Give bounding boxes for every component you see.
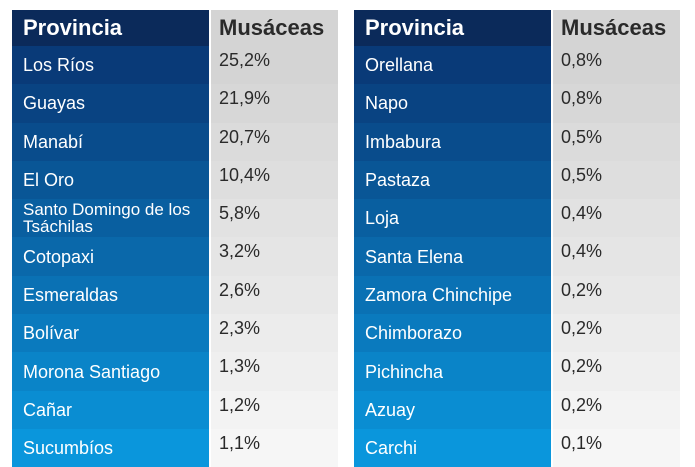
table-row: Guayas 21,9% <box>12 84 338 123</box>
cell-musaceas: 0,5% <box>552 122 680 161</box>
table-body: Orellana 0,8% Napo 0,8% Imbabura 0,5% Pastaza 0… <box>354 46 680 467</box>
cell-provincia: Guayas <box>12 84 211 123</box>
table-header-row: Provincia Musáceas <box>354 10 680 46</box>
table-left: Provincia Musáceas Los Ríos 25,2% Guayas 21… <box>12 10 338 467</box>
cell-musaceas: 2,6% <box>210 275 338 315</box>
table-row: Bolívar 2,3% <box>12 314 338 353</box>
cell-provincia: Santa Elena <box>354 237 553 276</box>
cell-musaceas: 0,2% <box>552 275 680 315</box>
cell-musaceas: 0,8% <box>552 46 680 85</box>
table-row: Santo Domingo de los Tsáchilas 5,8% <box>12 199 338 238</box>
table-row: Cañar 1,2% <box>12 390 338 429</box>
cell-musaceas: 10,4% <box>210 160 338 200</box>
cell-provincia: Bolívar <box>12 314 211 353</box>
table-row: Zamora Chinchipe 0,2% <box>354 275 680 315</box>
table-row: Napo 0,8% <box>354 84 680 123</box>
cell-provincia: Esmeraldas <box>12 275 211 315</box>
cell-musaceas: 1,3% <box>210 352 338 391</box>
cell-provincia: Pichincha <box>354 352 553 391</box>
table-body: Los Ríos 25,2% Guayas 21,9% Manabí 20,7% El Or… <box>12 46 338 467</box>
cell-musaceas: 1,2% <box>210 390 338 429</box>
cell-provincia: Orellana <box>354 46 553 85</box>
cell-musaceas: 1,1% <box>210 428 338 467</box>
cell-provincia: Carchi <box>354 428 553 467</box>
table-row: Loja 0,4% <box>354 199 680 238</box>
table-row: Pichincha 0,2% <box>354 352 680 391</box>
cell-musaceas: 0,4% <box>552 237 680 276</box>
table-row: Orellana 0,8% <box>354 46 680 85</box>
table-row: Sucumbíos 1,1% <box>12 428 338 467</box>
cell-musaceas: 0,2% <box>552 390 680 429</box>
table-row: Azuay 0,2% <box>354 390 680 429</box>
table-row: Manabí 20,7% <box>12 122 338 161</box>
table-row: El Oro 10,4% <box>12 160 338 200</box>
cell-musaceas: 0,8% <box>552 84 680 123</box>
table-row: Morona Santiago 1,3% <box>12 352 338 391</box>
cell-provincia: Los Ríos <box>12 46 211 85</box>
cell-provincia: Imbabura <box>354 122 553 161</box>
cell-musaceas: 20,7% <box>210 122 338 161</box>
cell-provincia: Zamora Chinchipe <box>354 275 553 315</box>
table-row: Esmeraldas 2,6% <box>12 275 338 315</box>
cell-provincia: Azuay <box>354 390 553 429</box>
table-row: Imbabura 0,5% <box>354 122 680 161</box>
table-right: Provincia Musáceas Orellana 0,8% Napo 0,8% I… <box>354 10 680 467</box>
cell-musaceas: 2,3% <box>210 314 338 353</box>
table-row: Cotopaxi 3,2% <box>12 237 338 276</box>
cell-provincia: Manabí <box>12 122 211 161</box>
cell-provincia: El Oro <box>12 160 211 200</box>
cell-musaceas: 25,2% <box>210 46 338 85</box>
cell-musaceas: 5,8% <box>210 199 338 238</box>
cell-musaceas: 0,1% <box>552 428 680 467</box>
cell-provincia: Cañar <box>12 390 211 429</box>
cell-musaceas: 3,2% <box>210 237 338 276</box>
cell-provincia: Napo <box>354 84 553 123</box>
cell-provincia: Cotopaxi <box>12 237 211 276</box>
table-row: Pastaza 0,5% <box>354 160 680 200</box>
table-header-row: Provincia Musáceas <box>12 10 338 46</box>
cell-musaceas: 0,2% <box>552 352 680 391</box>
table-row: Carchi 0,1% <box>354 428 680 467</box>
cell-provincia: Santo Domingo de los Tsáchilas <box>12 199 211 238</box>
table-row: Chimborazo 0,2% <box>354 314 680 353</box>
cell-musaceas: 0,4% <box>552 199 680 238</box>
table-row: Santa Elena 0,4% <box>354 237 680 276</box>
cell-musaceas: 21,9% <box>210 84 338 123</box>
cell-musaceas: 0,2% <box>552 314 680 353</box>
table-row: Los Ríos 25,2% <box>12 46 338 85</box>
header-provincia: Provincia <box>354 10 553 46</box>
cell-provincia: Chimborazo <box>354 314 553 353</box>
header-musaceas: Musáceas <box>210 10 338 46</box>
cell-provincia: Pastaza <box>354 160 553 200</box>
header-musaceas: Musáceas <box>552 10 680 46</box>
cell-provincia: Morona Santiago <box>12 352 211 391</box>
cell-provincia: Sucumbíos <box>12 428 211 467</box>
cell-provincia: Loja <box>354 199 553 238</box>
cell-musaceas: 0,5% <box>552 160 680 200</box>
header-provincia: Provincia <box>12 10 211 46</box>
